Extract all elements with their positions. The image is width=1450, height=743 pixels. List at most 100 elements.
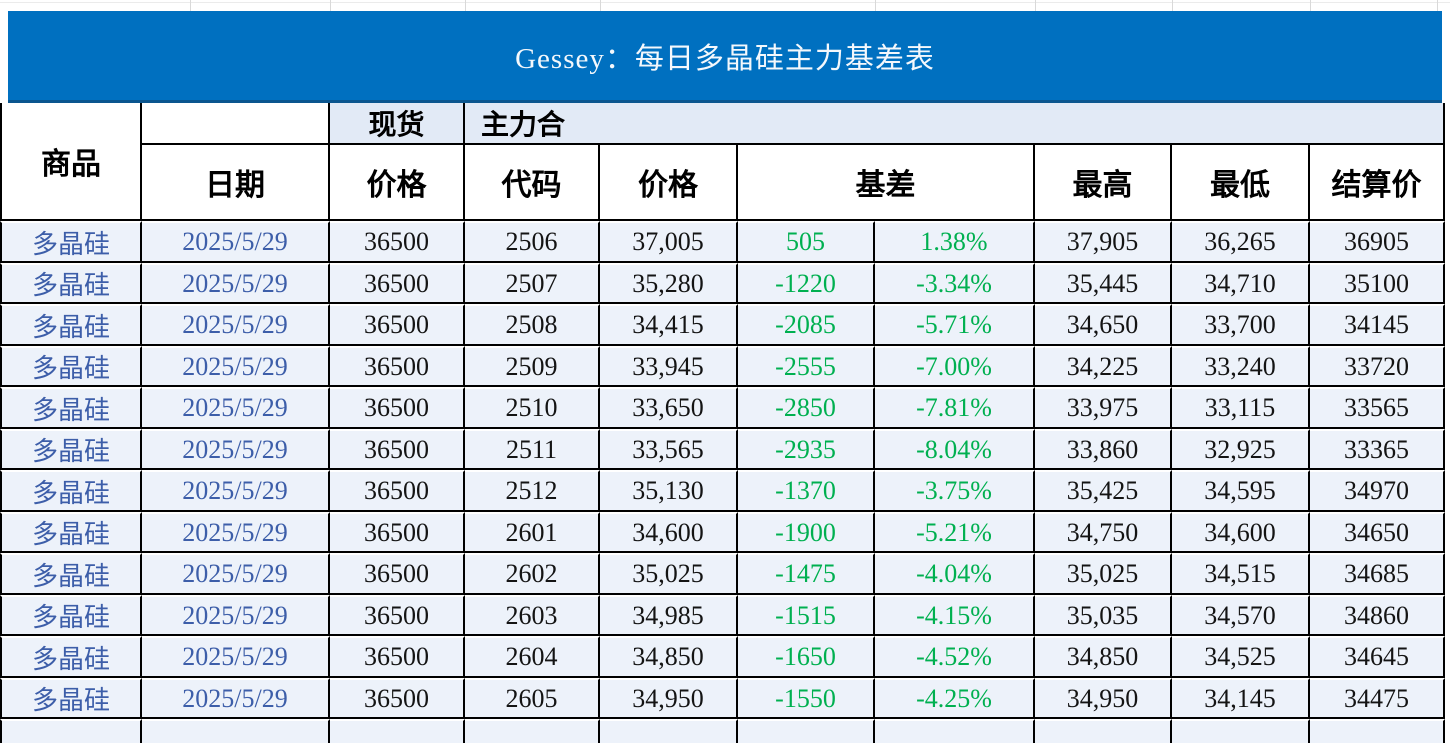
- cell-high[interactable]: 34,850: [1035, 636, 1172, 678]
- cell-date[interactable]: 2025/5/29: [142, 512, 330, 553]
- cell-commodity[interactable]: 多晶硅: [0, 470, 142, 512]
- cell-low[interactable]: 34,600: [1172, 512, 1310, 553]
- cell-spot-price[interactable]: 36500: [330, 429, 465, 470]
- cell-basis[interactable]: -1900: [738, 512, 875, 553]
- cell-spot-price[interactable]: [330, 719, 465, 743]
- cell-basis-pct[interactable]: -4.25%: [875, 678, 1035, 719]
- cell-low[interactable]: 33,700: [1172, 304, 1310, 346]
- cell-basis[interactable]: -2085: [738, 304, 875, 346]
- col-group-spot[interactable]: 现货: [330, 103, 465, 145]
- cell-commodity[interactable]: 多晶硅: [0, 636, 142, 678]
- cell-date[interactable]: 2025/5/29: [142, 221, 330, 263]
- cell-spot-price[interactable]: 36500: [330, 221, 465, 263]
- col-header-settlement[interactable]: 结算价: [1310, 145, 1446, 221]
- cell-settlement[interactable]: 34145: [1310, 304, 1446, 346]
- cell-spot-price[interactable]: 36500: [330, 387, 465, 429]
- cell-price[interactable]: 35,130: [600, 470, 738, 512]
- cell-date[interactable]: 2025/5/29: [142, 636, 330, 678]
- cell-commodity[interactable]: 多晶硅: [0, 387, 142, 429]
- col-header-high[interactable]: 最高: [1035, 145, 1172, 221]
- cell-commodity[interactable]: 多晶硅: [0, 553, 142, 595]
- cell-settlement[interactable]: 34475: [1310, 678, 1446, 719]
- cell-date[interactable]: 2025/5/29: [142, 553, 330, 595]
- cell-high[interactable]: 35,025: [1035, 553, 1172, 595]
- cell-high[interactable]: [1035, 719, 1172, 743]
- cell-basis-pct[interactable]: -5.71%: [875, 304, 1035, 346]
- cell-contract-code[interactable]: 2602: [465, 553, 600, 595]
- cell-basis[interactable]: -2935: [738, 429, 875, 470]
- cell-date[interactable]: [142, 719, 330, 743]
- cell-price[interactable]: 33,650: [600, 387, 738, 429]
- cell-settlement[interactable]: [1310, 719, 1446, 743]
- cell-contract-code[interactable]: 2605: [465, 678, 600, 719]
- cell-high[interactable]: 33,975: [1035, 387, 1172, 429]
- cell-price[interactable]: 37,005: [600, 221, 738, 263]
- cell-low[interactable]: 34,515: [1172, 553, 1310, 595]
- cell-settlement[interactable]: 34650: [1310, 512, 1446, 553]
- cell-contract-code[interactable]: 2511: [465, 429, 600, 470]
- cell-low[interactable]: 34,145: [1172, 678, 1310, 719]
- cell-low[interactable]: 36,265: [1172, 221, 1310, 263]
- cell-date[interactable]: 2025/5/29: [142, 470, 330, 512]
- cell-commodity[interactable]: 多晶硅: [0, 263, 142, 304]
- cell-high[interactable]: 37,905: [1035, 221, 1172, 263]
- cell-commodity[interactable]: 多晶硅: [0, 512, 142, 553]
- cell-high[interactable]: 35,035: [1035, 595, 1172, 636]
- cell-settlement[interactable]: 34685: [1310, 553, 1446, 595]
- cell-commodity[interactable]: [0, 719, 142, 743]
- cell-commodity[interactable]: 多晶硅: [0, 595, 142, 636]
- cell-basis[interactable]: -2850: [738, 387, 875, 429]
- cell-low[interactable]: [1172, 719, 1310, 743]
- cell-settlement[interactable]: 34645: [1310, 636, 1446, 678]
- cell-price[interactable]: 35,280: [600, 263, 738, 304]
- cell-price[interactable]: 34,600: [600, 512, 738, 553]
- cell-low[interactable]: 34,710: [1172, 263, 1310, 304]
- cell-price[interactable]: 34,850: [600, 636, 738, 678]
- cell-basis[interactable]: [738, 719, 875, 743]
- cell-settlement[interactable]: 33720: [1310, 346, 1446, 387]
- cell-low[interactable]: 34,525: [1172, 636, 1310, 678]
- cell-high[interactable]: 34,950: [1035, 678, 1172, 719]
- cell-basis-pct[interactable]: -7.00%: [875, 346, 1035, 387]
- cell-contract-code[interactable]: 2604: [465, 636, 600, 678]
- cell-price[interactable]: 34,415: [600, 304, 738, 346]
- cell-date[interactable]: 2025/5/29: [142, 678, 330, 719]
- cell-date[interactable]: 2025/5/29: [142, 304, 330, 346]
- cell-basis-pct[interactable]: [875, 719, 1035, 743]
- title-bar-cell[interactable]: Gessey：每日多晶硅主力基差表: [8, 11, 1442, 103]
- cell-contract-code[interactable]: 2508: [465, 304, 600, 346]
- cell-price[interactable]: 33,945: [600, 346, 738, 387]
- cell-contract-code[interactable]: 2601: [465, 512, 600, 553]
- cell-price[interactable]: 33,565: [600, 429, 738, 470]
- cell-settlement[interactable]: 33365: [1310, 429, 1446, 470]
- cell-settlement[interactable]: 35100: [1310, 263, 1446, 304]
- cell-high[interactable]: 34,750: [1035, 512, 1172, 553]
- cell-high[interactable]: 35,445: [1035, 263, 1172, 304]
- cell-price[interactable]: [600, 719, 738, 743]
- cell-commodity[interactable]: 多晶硅: [0, 429, 142, 470]
- cell-price[interactable]: 34,950: [600, 678, 738, 719]
- cell-contract-code[interactable]: 2603: [465, 595, 600, 636]
- cell-date[interactable]: 2025/5/29: [142, 429, 330, 470]
- cell-date[interactable]: 2025/5/29: [142, 346, 330, 387]
- cell-spot-price[interactable]: 36500: [330, 263, 465, 304]
- cell-contract-code[interactable]: [465, 719, 600, 743]
- col-header-date[interactable]: 日期: [142, 145, 330, 221]
- cell-basis-pct[interactable]: -7.81%: [875, 387, 1035, 429]
- cell-spot-price[interactable]: 36500: [330, 678, 465, 719]
- cell-contract-code[interactable]: 2506: [465, 221, 600, 263]
- cell-basis[interactable]: -1475: [738, 553, 875, 595]
- cell-low[interactable]: 33,115: [1172, 387, 1310, 429]
- cell-basis-pct[interactable]: -4.04%: [875, 553, 1035, 595]
- cell-basis[interactable]: -1550: [738, 678, 875, 719]
- cell-basis[interactable]: 505: [738, 221, 875, 263]
- cell-basis-pct[interactable]: -5.21%: [875, 512, 1035, 553]
- cell-commodity[interactable]: 多晶硅: [0, 678, 142, 719]
- cell-low[interactable]: 33,240: [1172, 346, 1310, 387]
- cell-contract-code[interactable]: 2509: [465, 346, 600, 387]
- cell-high[interactable]: 33,860: [1035, 429, 1172, 470]
- cell-settlement[interactable]: 34970: [1310, 470, 1446, 512]
- cell-spot-price[interactable]: 36500: [330, 470, 465, 512]
- cell-spot-price[interactable]: 36500: [330, 595, 465, 636]
- cell-basis-pct[interactable]: -4.15%: [875, 595, 1035, 636]
